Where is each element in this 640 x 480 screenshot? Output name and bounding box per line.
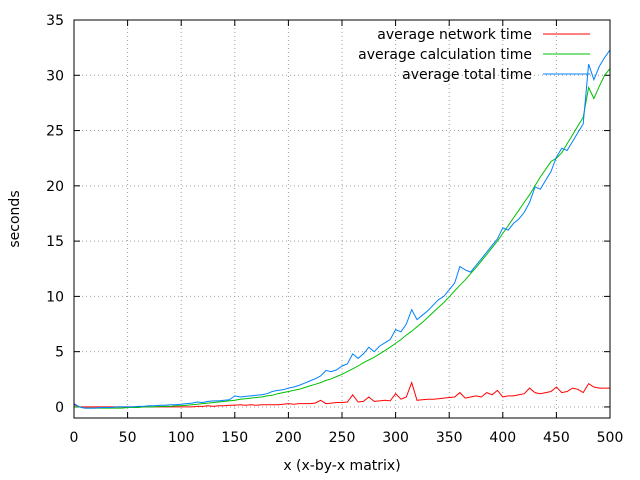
x-tick-labels: 0 50 100 150 200 250 300 350 400 450 500 (70, 430, 624, 446)
x-tick-label: 350 (436, 430, 463, 446)
x-tick-label: 200 (275, 430, 302, 446)
y-tick-label: 5 (55, 345, 64, 361)
series-lines (73, 49, 611, 409)
y-tick-label: 10 (46, 289, 64, 305)
y-tick-label: 35 (46, 13, 64, 29)
x-tick-label: 100 (168, 430, 195, 446)
series-line-2 (73, 49, 611, 409)
x-tick-label: 450 (543, 430, 570, 446)
x-tick-label: 500 (597, 430, 624, 446)
x-tick-label: 250 (329, 430, 356, 446)
legend-label-2: average total time (402, 67, 532, 83)
x-tick-label: 300 (382, 430, 409, 446)
y-tick-label: 20 (46, 179, 64, 195)
legend-label-0: average network time (377, 27, 532, 43)
y-tick-label: 15 (46, 234, 64, 250)
x-tick-label: 50 (119, 430, 137, 446)
series-line-0 (73, 381, 610, 408)
y-tick-label: 30 (46, 68, 64, 84)
y-tick-label: 25 (46, 124, 64, 140)
legend: average network time average calculation … (358, 27, 590, 83)
x-tick-label: 400 (489, 430, 516, 446)
x-axis-label: x (x-by-x matrix) (283, 458, 400, 474)
legend-label-1: average calculation time (358, 47, 532, 63)
x-tick-label: 150 (221, 430, 248, 446)
y-tick-labels: 0 5 10 15 20 25 30 35 (46, 13, 64, 416)
series-line-1 (74, 68, 611, 409)
y-axis-label: seconds (7, 190, 23, 247)
y-tick-label: 0 (55, 400, 64, 416)
plot-frame (73, 19, 611, 419)
x-tick-label: 0 (70, 430, 79, 446)
